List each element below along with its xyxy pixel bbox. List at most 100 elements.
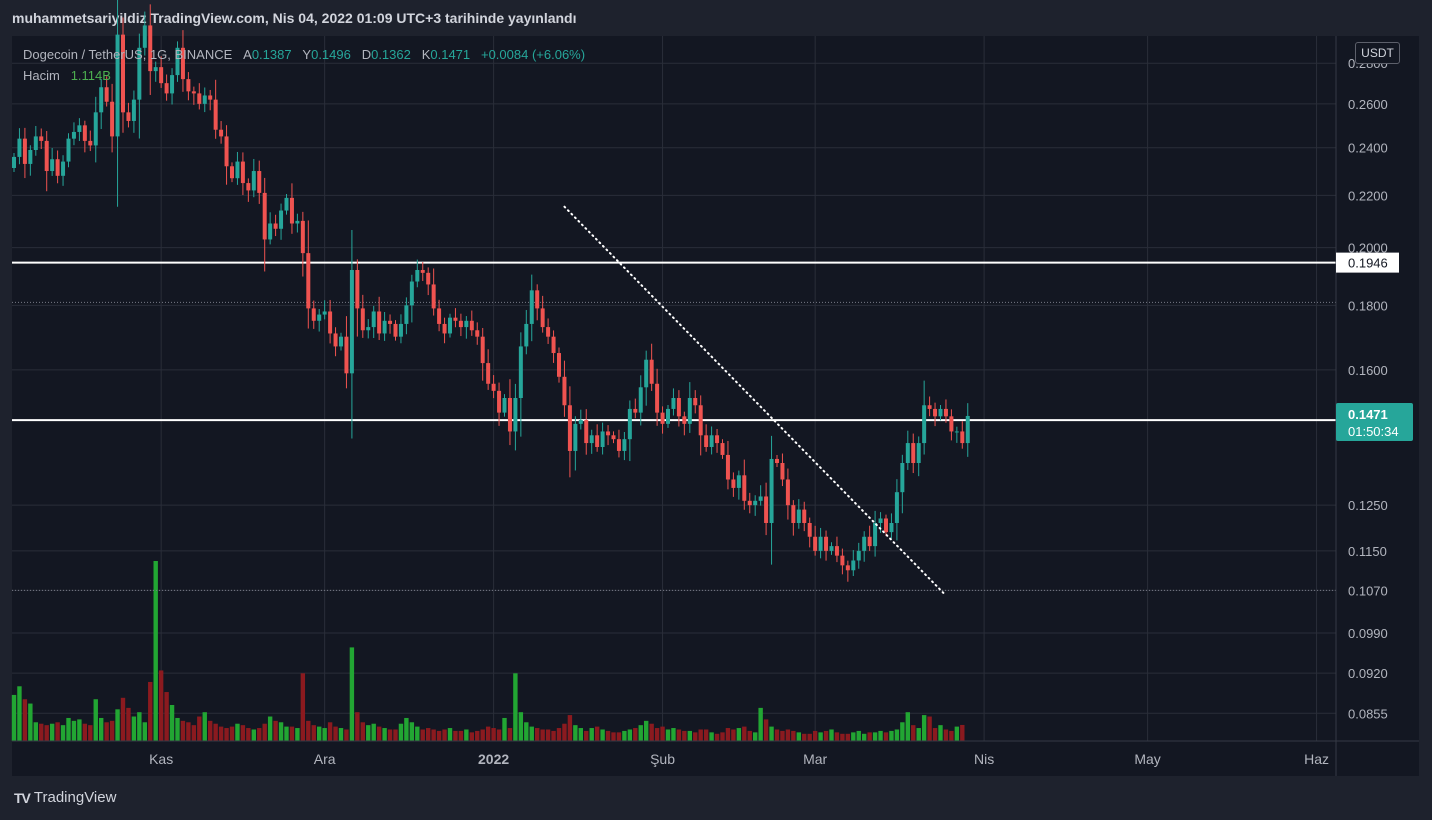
last-price-box (1336, 402, 1413, 441)
volume-label[interactable]: Hacim (23, 68, 60, 83)
dotted-trendline (563, 205, 947, 597)
candle-body (404, 305, 409, 324)
candle-body (856, 550, 861, 561)
candle-body (655, 383, 660, 413)
candle-body (884, 518, 888, 533)
legend-volume-row: Hacim 1.114B (23, 65, 585, 86)
candle-body (426, 272, 431, 285)
candle-body (704, 435, 709, 447)
candle-body (802, 509, 807, 523)
candle-body (328, 311, 333, 334)
currency-button[interactable]: USDT (1355, 42, 1400, 64)
volume-bar (164, 692, 169, 741)
axes: 0.28000.26000.24000.22000.20000.18000.16… (12, 36, 1419, 776)
legend-ohlc-row: Dogecoin / TetherUS, 1G, BINANCE A0.1387… (23, 44, 585, 65)
volume-bar (638, 725, 643, 741)
volume-bar (17, 686, 22, 741)
candle-body (306, 253, 311, 309)
volume-bar (55, 722, 60, 741)
volume-bar (142, 722, 147, 741)
candle-body (507, 398, 512, 432)
candle-body (50, 159, 55, 172)
volume-bar (137, 712, 142, 741)
candle-body (682, 416, 687, 424)
volume-bar (213, 723, 218, 741)
trendline[interactable] (563, 205, 947, 597)
volume-bar (812, 730, 818, 741)
candle-body (889, 522, 894, 533)
candle-body (529, 290, 534, 324)
volume-bar (120, 697, 126, 741)
candle-body (131, 99, 136, 121)
volume-bar (11, 694, 17, 741)
volume-bar (518, 712, 524, 741)
symbol-label[interactable]: Dogecoin / TetherUS, 1G, BINANCE (23, 47, 233, 62)
candle-body (676, 398, 681, 417)
volume-bars (11, 561, 965, 741)
volume-bar (153, 561, 158, 741)
low-label: D (361, 47, 372, 62)
volume-bar (867, 732, 872, 741)
volume-bar (447, 728, 453, 741)
volume-bar (720, 732, 725, 741)
y-tick-label: 0.2000 (1348, 241, 1388, 256)
candle-body (66, 138, 71, 162)
volume-bar (66, 717, 71, 741)
volume-bar (960, 724, 965, 741)
volume-bar (99, 717, 104, 741)
volume-bar (774, 729, 780, 741)
volume-bar (175, 717, 180, 741)
candle-body (486, 363, 491, 384)
horizontal-lines[interactable] (12, 261, 1336, 591)
candle-body (44, 140, 49, 172)
candle-body (164, 83, 169, 94)
volume-bar (496, 729, 502, 741)
candle-body (39, 136, 44, 141)
volume-bar (240, 725, 246, 741)
candle-body (377, 311, 382, 334)
candle-body (840, 555, 845, 566)
candle-body (393, 323, 398, 337)
volume-bar (267, 716, 273, 741)
volume-bar (698, 729, 703, 741)
candle-body (535, 290, 540, 309)
x-tick-label: Nis (974, 751, 994, 767)
volume-bar (420, 729, 425, 741)
candle-body (170, 75, 175, 94)
volume-bar (818, 732, 823, 741)
volume-bar (791, 730, 796, 741)
high-value: 0.1496 (311, 47, 351, 62)
candle-body (938, 408, 943, 417)
candle-body (949, 416, 954, 432)
volume-bar (714, 733, 720, 741)
candle-body (551, 336, 556, 354)
candle-body (725, 454, 730, 480)
candle-body (300, 220, 305, 254)
volume-bar (158, 670, 164, 741)
candle-body (862, 536, 867, 551)
volume-bar (911, 725, 916, 741)
volume-bar (338, 728, 344, 741)
volume-bar (747, 730, 752, 741)
candle-body (28, 149, 33, 164)
volume-bar (109, 720, 115, 741)
volume-bar (44, 725, 49, 741)
candle-body (562, 376, 567, 406)
candle-body (22, 138, 27, 164)
candle-body (273, 223, 278, 229)
candle-body (867, 536, 872, 547)
volume-bar (224, 728, 229, 741)
volume-bar (246, 728, 251, 741)
last-price-label: 0.1471 (1348, 407, 1388, 422)
y-tick-label: 0.2200 (1348, 188, 1388, 203)
volume-bar (513, 673, 518, 741)
y-tick-label: 0.2600 (1348, 97, 1388, 112)
candle-body (736, 475, 741, 488)
tradingview-footer[interactable]: TV TradingView (14, 789, 116, 806)
candle-body (878, 518, 883, 523)
y-tick-label: 0.1600 (1348, 363, 1388, 378)
candle-body (371, 311, 376, 328)
chart-panel[interactable] (12, 36, 1419, 776)
volume-bar (33, 722, 38, 741)
